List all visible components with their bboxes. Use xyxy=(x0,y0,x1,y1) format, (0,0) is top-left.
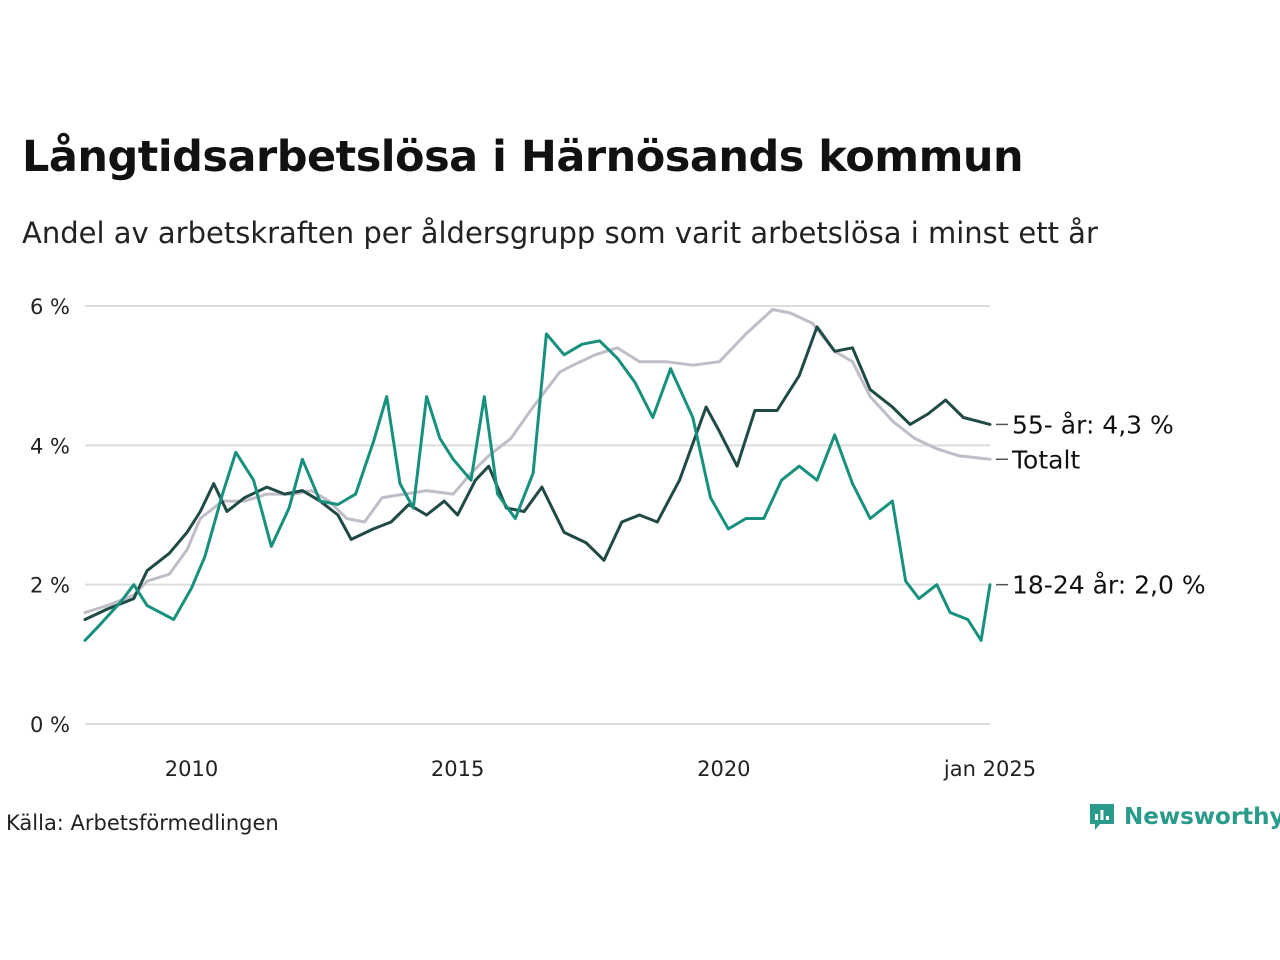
y-tick-label: 2 % xyxy=(30,574,70,598)
source-credit: Källa: Arbetsförmedlingen xyxy=(6,811,279,835)
line-chart: 0 % 2 % 4 % 6 % 2010 2015 2020 jan 2025 55- år… xyxy=(30,295,1206,781)
brand-name: Newsworthy xyxy=(1124,804,1280,830)
series-end-label: 18-24 år: 2,0 % xyxy=(1012,571,1206,600)
chart-title: Långtidsarbetslösa i Härnösands kommun xyxy=(22,132,1024,182)
grid-lines xyxy=(85,305,990,725)
newsworthy-logo-icon xyxy=(1090,804,1114,830)
series-line-18-24 xyxy=(83,332,992,642)
y-axis-ticks: 0 % 2 % 4 % 6 % xyxy=(30,295,70,737)
y-tick-label: 0 % xyxy=(30,713,70,737)
x-tick-label: 2015 xyxy=(431,757,484,781)
series-end-labels: 55- år: 4,3 % Totalt 18-24 år: 2,0 % xyxy=(996,410,1206,600)
brand-logo[interactable]: Newsworthy xyxy=(1088,802,1280,832)
series-end-label: 55- år: 4,3 % xyxy=(1012,410,1174,439)
chart-subtitle: Andel av arbetskraften per åldersgrupp s… xyxy=(22,216,1098,250)
y-tick-label: 4 % xyxy=(30,434,70,458)
x-tick-label: 2020 xyxy=(697,757,750,781)
y-tick-label: 6 % xyxy=(30,295,70,319)
x-axis-ticks: 2010 2015 2020 jan 2025 xyxy=(165,757,1036,781)
series-end-label: Totalt xyxy=(1011,445,1080,474)
x-tick-label: jan 2025 xyxy=(943,757,1036,781)
series-lines xyxy=(83,308,992,642)
series-line-55 xyxy=(83,325,992,621)
x-tick-label: 2010 xyxy=(165,757,218,781)
